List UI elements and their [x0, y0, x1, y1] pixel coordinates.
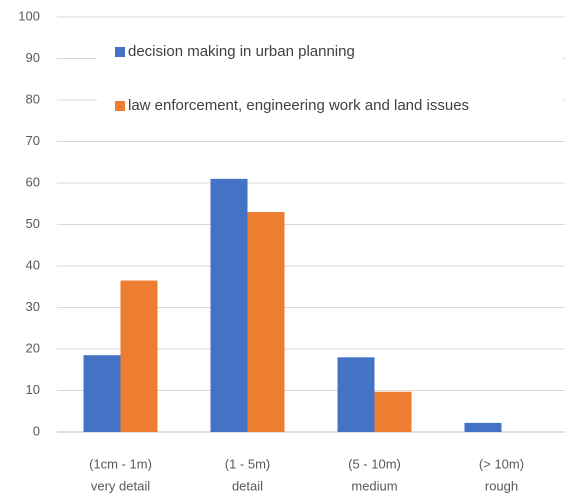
x-tick-label: medium	[351, 478, 397, 493]
y-tick-label: 50	[26, 216, 40, 231]
bar	[120, 280, 158, 432]
legend-label: decision making in urban planning	[128, 43, 355, 60]
x-tick-label: (5 - 10m)	[348, 456, 401, 471]
y-tick-label: 10	[26, 382, 40, 397]
x-tick-label: (1 - 5m)	[225, 456, 271, 471]
legend-swatch	[115, 47, 125, 57]
y-tick-label: 20	[26, 340, 40, 355]
legend-label: law enforcement, engineering work and la…	[128, 97, 469, 114]
bar	[374, 391, 412, 432]
y-tick-label: 30	[26, 299, 40, 314]
bar	[210, 178, 248, 432]
y-tick-label: 60	[26, 174, 40, 189]
x-tick-label: rough	[485, 478, 518, 493]
x-tick-label: detail	[232, 478, 263, 493]
y-tick-label: 70	[26, 133, 40, 148]
y-tick-label: 90	[26, 50, 40, 65]
x-tick-label: (1cm - 1m)	[89, 456, 152, 471]
bar	[83, 355, 121, 432]
y-tick-label: 80	[26, 91, 40, 106]
y-tick-label: 0	[33, 423, 40, 438]
bar	[337, 357, 375, 432]
x-tick-label: very detail	[91, 478, 150, 493]
bar	[464, 422, 502, 432]
legend-swatch	[115, 101, 125, 111]
bar	[247, 212, 285, 432]
x-tick-label: (> 10m)	[479, 456, 524, 471]
y-tick-label: 100	[18, 8, 40, 23]
legend-background	[97, 35, 563, 125]
y-tick-label: 40	[26, 257, 40, 272]
